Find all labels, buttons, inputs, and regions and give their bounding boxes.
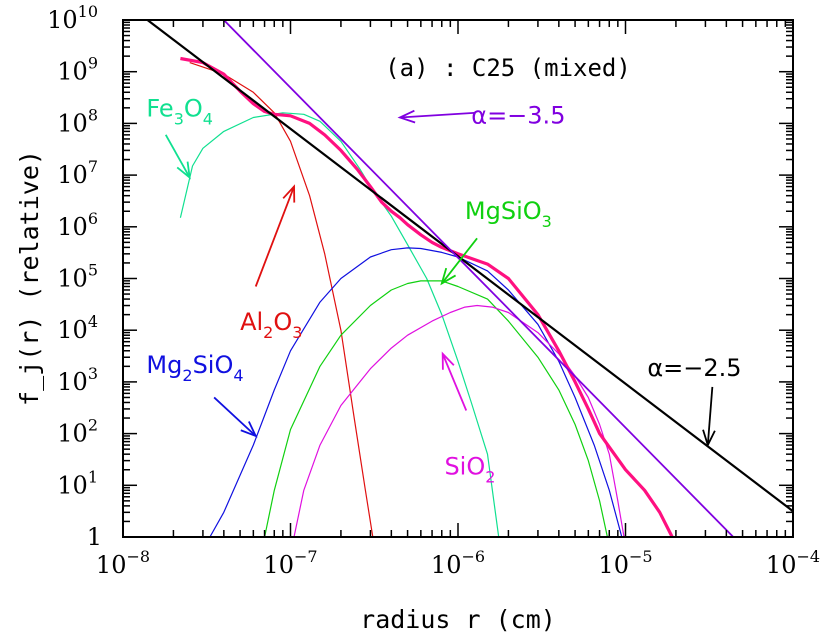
y-tick-label: 102 [57,416,98,448]
y-tick-label: 1010 [47,2,98,34]
annotation-arrow [706,386,714,446]
species-label-fe3o4: Fe3O4 [146,95,213,129]
tick-layer: 10−8 10−7 10−6 10−5 10−4 1 101 102 103 104 105 106 1… [47,2,820,579]
y-tick-label: 1 [87,523,102,551]
x-axis-title: radius r (cm) [360,605,556,634]
x-tick-label: 10−4 [766,547,820,579]
slope-label-2-5: α=−2.5 [647,354,741,382]
x-tick-label: 10−6 [431,547,485,579]
series-line-mg2sio4 [209,247,623,537]
x-tick-label: 10−5 [598,547,652,579]
y-tick-label: 107 [57,157,98,189]
label-layer: Fe3O4 Al2O3 MgSiO3 Mg2SiO4 SiO2 α=−3.5 α=−2.5 [146,95,741,487]
series-line-al2o3 [189,62,374,537]
plot-frame [122,19,794,538]
y-tick-label: 109 [57,54,98,86]
arrow-head [440,267,457,286]
y-tick-label: 105 [57,261,98,293]
arrow-head [441,351,455,370]
annotation-arrow [399,111,475,119]
arrow-head [282,184,296,203]
annotation-arrow [441,353,468,411]
species-label-mgsio3: MgSiO3 [465,197,552,231]
series-line-total [180,56,674,537]
slope-label-3-5: α=−3.5 [471,101,565,129]
species-label-al2o3: Al2O3 [240,308,302,342]
y-tick-label: 101 [57,467,98,499]
arrow-layer [164,109,716,448]
arrow-head [240,421,258,438]
y-tick-label: 106 [57,209,98,241]
y-axis-title: f_j(r) (relative) [15,150,44,406]
chart-title: (a) : C25 (mixed) [385,54,631,82]
species-label-mg2sio4: Mg2SiO4 [146,351,243,385]
y-tick-label: 103 [57,364,98,396]
slope-line-2-5 [146,20,793,513]
y-tick-label: 108 [57,105,98,137]
y-tick-label: 104 [57,312,98,344]
annotation-arrow [254,186,295,287]
annotation-arrow [441,237,478,285]
annotation-arrow [164,134,191,178]
x-tick-label: 10−7 [263,547,317,579]
arrow-head [702,429,716,448]
slope-line-3-5 [223,20,734,537]
series-line-sio2 [293,304,625,537]
series-layer [146,20,793,537]
species-label-sio2: SiO2 [444,453,495,487]
annotation-arrow [213,396,257,437]
arrow-head [176,161,191,180]
arrow-head [397,109,416,124]
x-tick-label: 10−8 [96,547,150,579]
series-line-fe3o4 [179,112,500,537]
